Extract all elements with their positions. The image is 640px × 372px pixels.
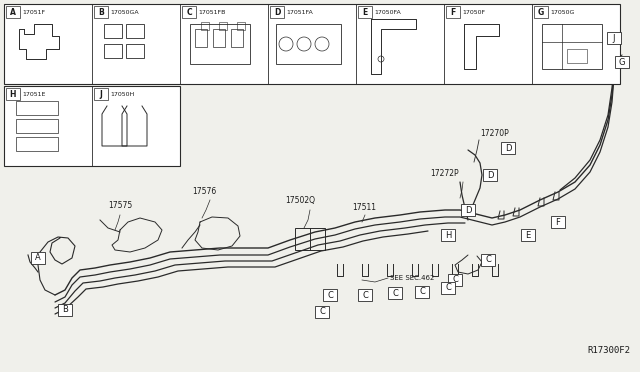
Text: J: J (612, 33, 615, 42)
Bar (607, 32, 621, 44)
Bar (534, 6, 548, 18)
Text: C: C (485, 256, 491, 264)
Bar (323, 289, 337, 301)
Text: D: D (505, 144, 511, 153)
Bar (195, 29, 207, 47)
Text: 17050G: 17050G (550, 10, 574, 15)
Bar (16, 137, 58, 151)
Text: D: D (274, 7, 280, 16)
Bar (31, 252, 45, 264)
Bar (231, 29, 243, 47)
Bar (94, 88, 108, 100)
Bar (388, 287, 402, 299)
Bar (201, 22, 209, 30)
Text: 17511: 17511 (352, 203, 376, 212)
Bar (567, 49, 587, 63)
Text: A: A (10, 7, 16, 16)
Bar (483, 169, 497, 181)
Text: 17050GA: 17050GA (110, 10, 139, 15)
Text: 17576: 17576 (192, 187, 216, 196)
Bar (182, 6, 196, 18)
Bar (448, 274, 462, 286)
Text: C: C (319, 308, 325, 317)
Text: B: B (98, 7, 104, 16)
Text: 17050F: 17050F (462, 10, 485, 15)
Text: 17272P: 17272P (430, 169, 459, 178)
Bar (441, 229, 455, 241)
Text: 17575: 17575 (108, 201, 132, 210)
Bar (441, 282, 455, 294)
Bar (190, 24, 250, 64)
Bar (104, 44, 122, 58)
Text: 17051FB: 17051FB (198, 10, 225, 15)
Bar (481, 254, 495, 266)
Text: 17502Q: 17502Q (285, 196, 315, 205)
Bar (6, 88, 20, 100)
Text: C: C (392, 289, 398, 298)
Text: G: G (619, 58, 625, 67)
Text: C: C (445, 283, 451, 292)
Bar (126, 44, 144, 58)
Bar (615, 56, 629, 68)
Text: D: D (465, 205, 471, 215)
Bar (219, 22, 227, 30)
Bar (446, 6, 460, 18)
Bar (94, 6, 108, 18)
Text: 17051E: 17051E (22, 92, 45, 96)
Text: H: H (10, 90, 16, 99)
Text: E: E (525, 231, 531, 240)
Bar (542, 24, 602, 69)
Bar (358, 6, 372, 18)
Text: R17300F2: R17300F2 (587, 346, 630, 355)
Text: 17050FA: 17050FA (374, 10, 401, 15)
Bar (4, 4, 620, 84)
Text: C: C (327, 291, 333, 299)
Text: C: C (419, 288, 425, 296)
Bar (6, 6, 20, 18)
Bar (4, 86, 180, 166)
Text: F: F (451, 7, 456, 16)
Text: C: C (186, 7, 192, 16)
Bar (415, 286, 429, 298)
Bar (270, 6, 284, 18)
Bar (295, 228, 325, 250)
Bar (126, 24, 144, 38)
Text: E: E (362, 7, 367, 16)
Bar (104, 24, 122, 38)
Text: 17270P: 17270P (480, 129, 509, 138)
Bar (58, 304, 72, 316)
Text: C: C (362, 291, 368, 299)
Text: J: J (100, 90, 102, 99)
Bar (16, 119, 58, 133)
Text: 17050H: 17050H (110, 92, 134, 96)
Bar (501, 142, 515, 154)
Bar (276, 24, 341, 64)
Text: F: F (556, 218, 561, 227)
Text: C: C (452, 276, 458, 285)
Text: 17051F: 17051F (22, 10, 45, 15)
Bar (461, 204, 475, 216)
Text: G: G (538, 7, 544, 16)
Text: SEE SEC.462: SEE SEC.462 (390, 275, 435, 281)
Bar (551, 216, 565, 228)
Bar (315, 306, 329, 318)
Bar (213, 29, 225, 47)
Text: H: H (445, 231, 451, 240)
Bar (237, 22, 245, 30)
Text: D: D (487, 170, 493, 180)
Bar (16, 101, 58, 115)
Text: B: B (62, 305, 68, 314)
Bar (521, 229, 535, 241)
Text: 17051FA: 17051FA (286, 10, 313, 15)
Text: A: A (35, 253, 41, 263)
Bar (358, 289, 372, 301)
